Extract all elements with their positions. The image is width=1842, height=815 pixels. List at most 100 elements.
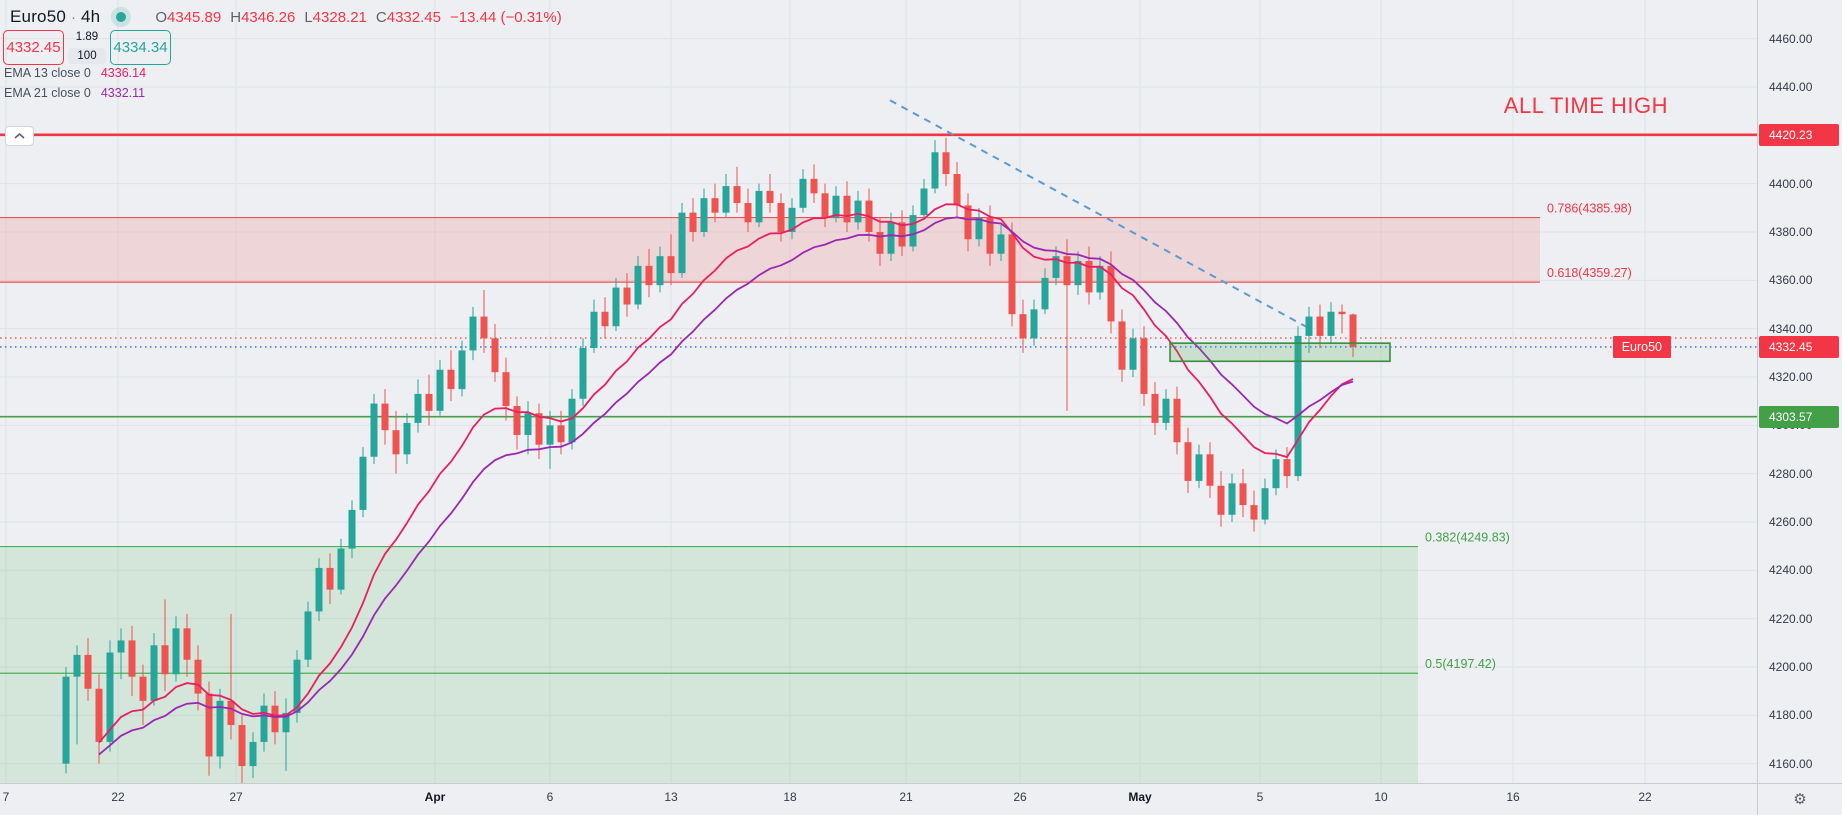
ema13-value: 4336.14: [100, 66, 147, 80]
candle-body: [172, 628, 180, 675]
time-tick: 21: [899, 790, 913, 804]
collapse-legend-button[interactable]: [5, 126, 34, 146]
candle-body: [326, 567, 334, 590]
price-axis[interactable]: 4160.00 4180.00 4200.00 4220.00 4240.00 4260.…: [1758, 0, 1842, 783]
fib-support-zone[interactable]: 0.382(4249.83) 0.5(4197.42): [0, 531, 1510, 783]
ema21-label: EMA 21 close 0: [4, 86, 91, 100]
candle-body: [1151, 393, 1159, 423]
candle-body: [106, 652, 114, 742]
candle-body: [1272, 459, 1280, 489]
axis-corner: ⚙: [1758, 784, 1842, 815]
candle-body: [183, 628, 191, 660]
gear-icon[interactable]: ⚙: [1793, 791, 1807, 808]
symbol-row[interactable]: Euro50 · 4h O 4345.89 H 4346.26 L 4328.21 C…: [10, 6, 562, 28]
indicator-row-ema13[interactable]: EMA 13 close 0 4336.14: [4, 66, 146, 80]
candlestick-chart[interactable]: 0.786(4385.98) 0.618(4359.27) 0.382(4249.8…: [0, 0, 1757, 783]
price-tick: 4240.00: [1769, 563, 1813, 578]
candle-body: [392, 430, 400, 455]
candle-body: [260, 705, 268, 742]
candle-body: [1008, 234, 1016, 315]
candle-body: [73, 654, 81, 677]
candle-body: [722, 186, 730, 213]
symbol-title[interactable]: Euro50: [10, 7, 67, 26]
candle-body: [1239, 483, 1247, 506]
candle-body: [381, 403, 389, 431]
time-axis[interactable]: 7 22 27 Apr 6 13 18 21 26 May 5 10 16 22: [0, 784, 1757, 815]
fib-level-label: 0.786(4385.98): [1547, 202, 1632, 216]
candle-body: [139, 676, 147, 701]
price-tick: 4180.00: [1769, 708, 1813, 723]
candle-body: [1173, 398, 1181, 443]
candle-body: [964, 205, 972, 240]
price-tick: 4320.00: [1769, 370, 1813, 384]
price-label-highlight: 4332.45: [1759, 335, 1839, 358]
candle-body: [1096, 265, 1104, 293]
candle-body: [1074, 261, 1082, 286]
ohlc-open-value: 4345.89: [167, 8, 222, 26]
symbol-separator: ·: [71, 8, 77, 26]
ohlc-high-value: 4346.26: [241, 8, 296, 26]
candle-body: [161, 645, 169, 675]
candle-body: [117, 640, 125, 653]
candle-body: [557, 425, 565, 443]
price-tick: 4200.00: [1769, 660, 1813, 674]
candle-body: [194, 659, 202, 694]
price-tick: 4440.00: [1769, 80, 1813, 94]
candle-body: [524, 413, 532, 435]
candle-body: [1118, 321, 1126, 370]
candle-body: [62, 676, 70, 764]
candle-body: [931, 152, 939, 189]
price-label-highlight: 4420.23: [1759, 123, 1839, 146]
price-tick: 4380.00: [1769, 225, 1813, 239]
candle-body: [887, 222, 895, 254]
candle-body: [667, 256, 675, 274]
candle-body: [623, 287, 631, 305]
market-status-dot-icon[interactable]: [116, 12, 127, 22]
ohlc-high-key: H: [230, 8, 242, 26]
fib-resistance-zone[interactable]: 0.786(4385.98) 0.618(4359.27): [0, 202, 1632, 283]
candle-body: [876, 232, 884, 254]
candle-body: [898, 222, 906, 247]
time-tick: 7: [2, 790, 10, 804]
descending-trendline[interactable]: [889, 99, 1313, 331]
candle-body: [711, 198, 719, 213]
buy-ask-button[interactable]: 4334.34: [110, 30, 171, 65]
spread-block: 1.89 100: [65, 30, 109, 65]
price-tick: 4160.00: [1769, 756, 1813, 771]
candle-body: [282, 712, 290, 733]
support-zone-box[interactable]: [1169, 342, 1391, 363]
spread-value: 1.89: [75, 31, 99, 43]
time-tick: 10: [1374, 790, 1388, 804]
candle-body: [744, 203, 752, 223]
candle-body: [755, 190, 763, 223]
candle-body: [1030, 309, 1038, 339]
ema-13-line[interactable]: [98, 203, 1354, 744]
candle-body: [1107, 265, 1115, 322]
sell-bid-button[interactable]: 4332.45: [3, 30, 64, 65]
ema-21-line[interactable]: [98, 216, 1354, 756]
candle-body: [150, 645, 158, 701]
candle-body: [1063, 256, 1071, 286]
price-tick: 4220.00: [1769, 611, 1813, 626]
indicator-row-ema21[interactable]: EMA 21 close 0 4332.11: [4, 86, 145, 100]
time-tick: 27: [229, 790, 243, 804]
candle-body: [656, 256, 664, 286]
lot-size[interactable]: 100: [68, 48, 106, 64]
symbol-price-tag: Euro50: [1612, 336, 1671, 358]
candle-body: [205, 693, 213, 757]
candle-body: [810, 178, 818, 194]
ohlc-low-value: 4328.21: [312, 8, 367, 26]
candle-body: [359, 456, 367, 510]
candle-body: [590, 311, 598, 348]
candle-body: [645, 265, 653, 286]
price-tick: 4360.00: [1769, 273, 1813, 288]
candle-body: [271, 705, 279, 733]
timeframe-label[interactable]: 4h: [81, 7, 101, 26]
candle-body: [986, 217, 994, 254]
candle-body: [920, 188, 928, 216]
candle-body: [733, 186, 741, 203]
all-time-high-annotation[interactable]: ALL TIME HIGH: [1503, 93, 1668, 118]
candle-body: [799, 178, 807, 208]
ohlc-close-value: 4332.45: [386, 8, 441, 26]
chart-area[interactable]: 0.786(4385.98) 0.618(4359.27) 0.382(4249.8…: [0, 0, 1757, 783]
